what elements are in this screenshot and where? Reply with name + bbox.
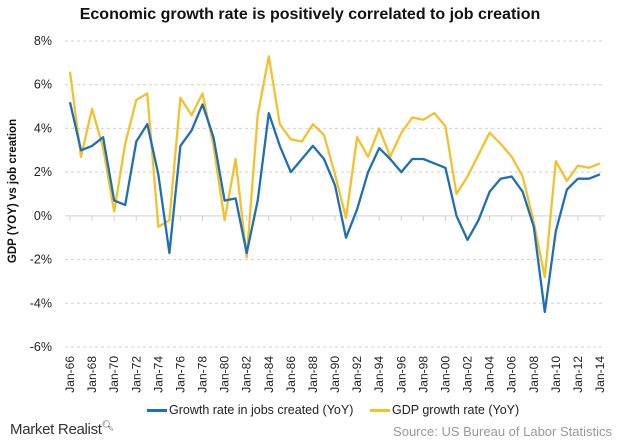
x-tick-label: Jan-14: [593, 356, 607, 393]
x-tick-label: Jan-84: [262, 356, 276, 393]
x-tick-label: Jan-86: [284, 356, 298, 393]
market-realist-logo: Market Realist🔍︎: [10, 421, 114, 438]
y-tick-label: -6%: [30, 340, 52, 354]
x-tick-label: Jan-88: [306, 356, 320, 393]
x-tick-label: Jan-00: [438, 356, 452, 393]
source-note: Source: US Bureau of Labor Statistics: [393, 424, 612, 439]
logo-text: Market Realist: [10, 421, 102, 438]
x-tick-label: Jan-90: [328, 356, 342, 393]
x-tick-label: Jan-78: [196, 356, 210, 393]
y-tick-label: -2%: [30, 253, 52, 267]
x-tick-label: Jan-92: [350, 356, 364, 393]
legend-label-jobs: Growth rate in jobs created (YoY): [169, 403, 354, 417]
x-tick-label: Jan-94: [372, 356, 386, 393]
legend-item-jobs: Growth rate in jobs created (YoY): [147, 403, 353, 417]
x-tick-label: Jan-08: [527, 356, 541, 393]
x-tick-label: Jan-66: [63, 356, 77, 393]
series-line-gdp: [68, 55, 601, 279]
legend-swatch-jobs: [147, 408, 167, 412]
x-tick-label: Jan-68: [85, 356, 99, 393]
x-tick-label: Jan-72: [129, 356, 143, 393]
legend-swatch-gdp: [370, 408, 390, 412]
y-tick-label: 6%: [34, 78, 52, 92]
y-tick-label: 4%: [34, 121, 52, 135]
x-tick-label: Jan-02: [461, 356, 475, 393]
x-tick-label: Jan-74: [151, 356, 165, 393]
y-tick-label: 2%: [34, 165, 52, 179]
chart-title: Economic growth rate is positively corre…: [79, 6, 541, 23]
y-tick-label: -4%: [30, 296, 52, 310]
x-tick-label: Jan-70: [107, 356, 121, 393]
legend-label-gdp: GDP growth rate (YoY): [392, 403, 520, 417]
x-tick-label: Jan-12: [571, 356, 585, 393]
x-tick-label: Jan-80: [218, 356, 232, 393]
x-tick-label: Jan-04: [483, 356, 497, 393]
x-tick-label: Jan-06: [505, 356, 519, 393]
x-tick-label: Jan-98: [416, 356, 430, 393]
y-tick-label: 8%: [34, 34, 52, 48]
x-tick-label: Jan-10: [549, 356, 563, 393]
x-tick-label: Jan-76: [173, 356, 187, 393]
series-line-jobs: [68, 101, 601, 314]
magnifier-icon: 🔍︎: [101, 421, 115, 432]
x-tick-label: Jan-96: [394, 356, 408, 393]
y-tick-label: 0%: [34, 209, 52, 223]
x-tick-label: Jan-82: [240, 356, 254, 393]
legend-item-gdp: GDP growth rate (YoY): [370, 403, 519, 417]
